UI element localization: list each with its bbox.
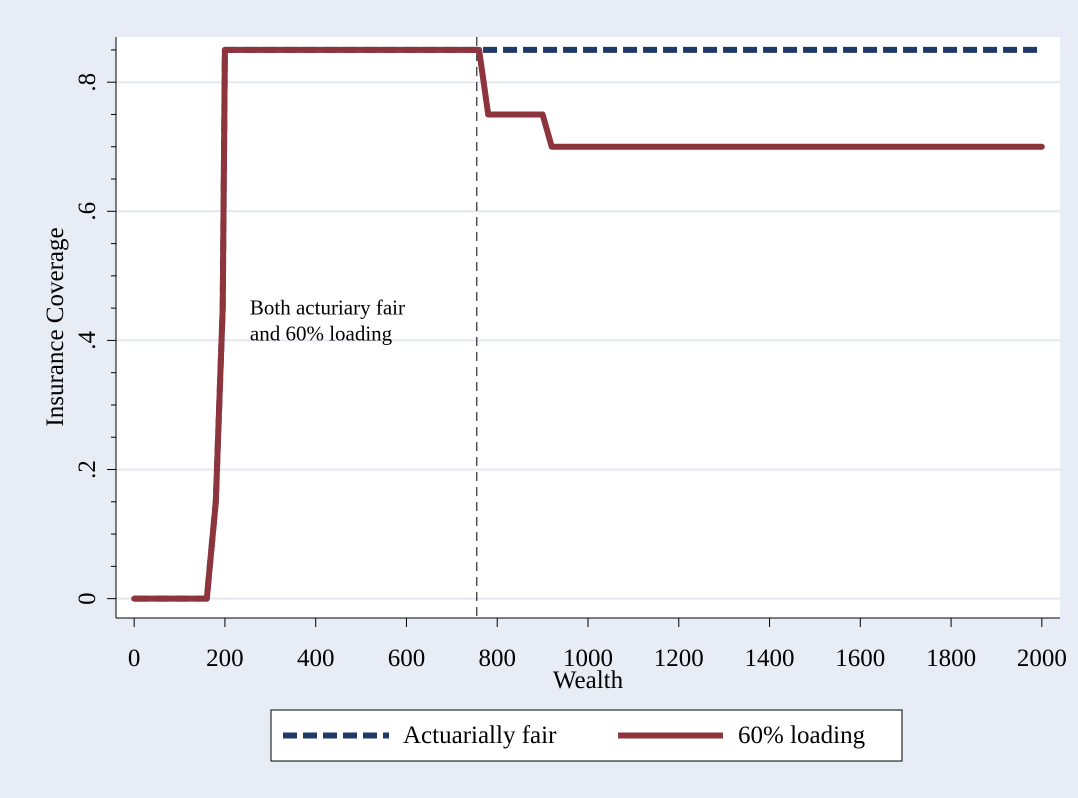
y-tick-label-3: .6 <box>74 202 101 221</box>
series-line-60-loading <box>131 46 1045 602</box>
annotation-line-1: and 60% loading <box>250 322 393 346</box>
legend: Actuarially fair 60% loading <box>270 709 903 762</box>
legend-label-actuarially-fair: Actuarially fair <box>403 722 557 749</box>
plot-background <box>116 37 1060 618</box>
x-tick-label-0: 0 <box>128 645 141 672</box>
x-tick-label-4: 800 <box>478 645 516 672</box>
y-axis-label: Insurance Coverage <box>42 227 69 426</box>
x-tick-label-5: 1000 <box>563 645 613 672</box>
y-tick-label-2: .4 <box>74 331 101 350</box>
y-tick-label-0: 0 <box>74 592 101 605</box>
y-tick-label-4: .8 <box>74 73 101 92</box>
y-tick-label-1: .2 <box>74 460 101 479</box>
x-tick-label-2: 400 <box>297 645 335 672</box>
x-tick-label-7: 1400 <box>745 645 795 672</box>
annotation-line-0: Both acturiary fair <box>250 296 405 320</box>
grid-lines <box>116 81 1060 600</box>
x-tick-label-8: 1600 <box>835 645 885 672</box>
x-tick-label-1: 200 <box>206 645 244 672</box>
x-tick-label-6: 1200 <box>654 645 704 672</box>
x-tick-label-9: 1800 <box>926 645 976 672</box>
series-layer <box>131 46 1045 602</box>
x-tick-label-10: 2000 <box>1017 645 1067 672</box>
ticks: 0 .2 .4 .6 .8 0 200 400 600 800 1000 1200 1400 1600 18… <box>74 49 1067 672</box>
legend-label-60-loading: 60% loading <box>738 722 866 749</box>
x-axis-label: Wealth <box>553 667 624 694</box>
x-tick-label-3: 600 <box>388 645 426 672</box>
annotation-text: Both acturiary fair and 60% loading <box>250 296 405 346</box>
